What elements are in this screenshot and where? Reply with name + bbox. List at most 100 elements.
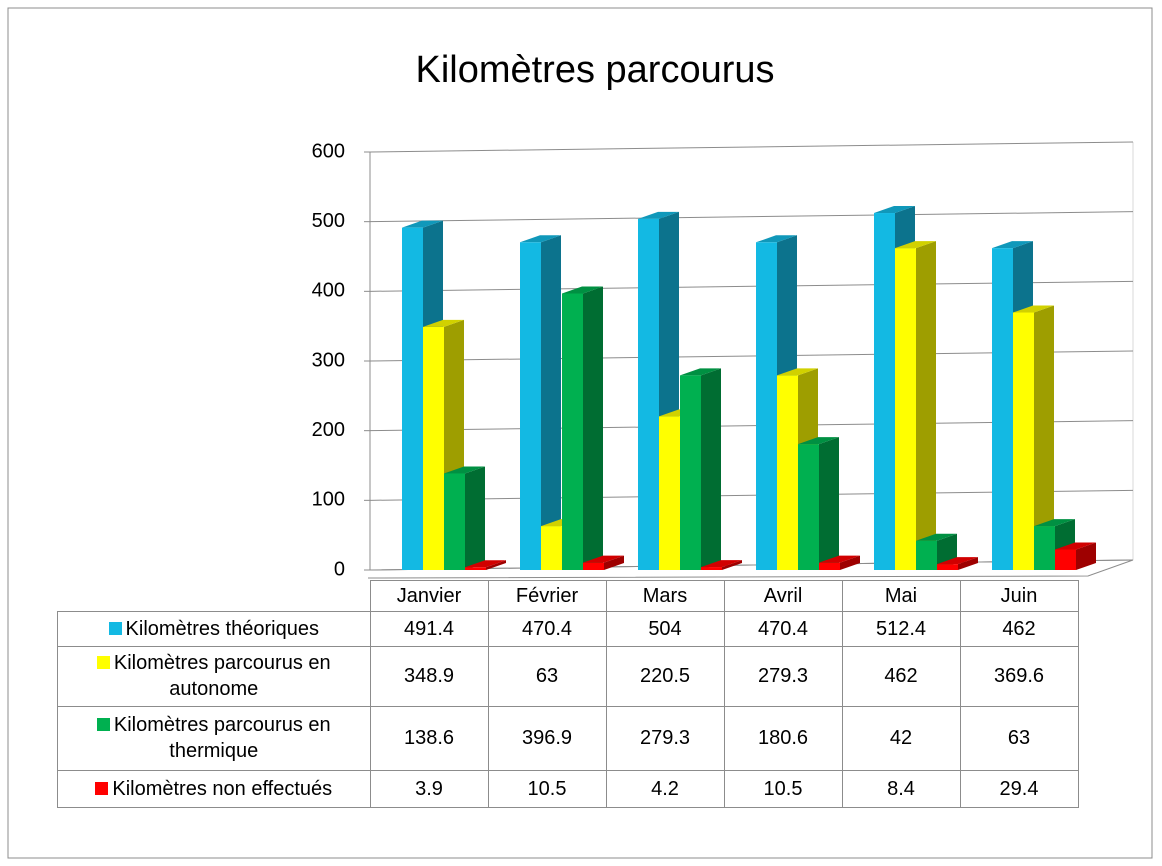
bar-front [1055,549,1076,570]
value-cell: 10.5 [723,769,843,808]
bar-top [756,235,797,243]
value-cell: 396.9 [487,705,607,771]
legend-key [96,718,110,731]
bar-top [402,220,443,228]
bar-side [916,241,936,570]
bar-top [583,555,624,563]
bar-front [701,567,722,570]
bar-side [541,235,561,570]
value-cell: 63 [487,645,607,707]
x-tick-label: Mars [605,580,725,612]
y-tick-label: 600 [312,140,345,162]
value-cell: 504 [605,610,725,647]
bar-side [465,466,485,570]
bar-front [916,540,937,570]
bar-top [1055,542,1096,550]
bar-front [937,564,958,570]
bar-top [819,555,860,563]
value-cell: 462 [841,645,961,707]
y-tick-label: 0 [334,558,345,580]
value-cell: 4.2 [605,769,725,808]
value-cell: 220.5 [605,645,725,707]
legend-key [108,621,122,635]
value-cell: 279.3 [605,705,725,771]
bar [465,560,506,570]
bar-side [604,555,624,570]
bar-side [722,560,742,570]
x-tick-label: Mai [841,580,961,612]
bar-side [819,437,839,570]
bar-top [895,241,936,249]
y-tick-label: 100 [312,489,345,511]
chart-title: Kilomètres parcourus [415,49,774,91]
bar-top [916,533,957,541]
bar-front [638,218,659,570]
bar-top [1034,519,1075,527]
x-tick-label: Février [487,580,607,612]
bar-front [798,444,819,570]
bar-side [840,555,860,570]
legend-cell: Kilomètres parcourus en autonome [57,645,371,707]
table-header-row: Janvier Février Mars Avril Mai Juin [58,580,1079,612]
y-tick-label: 500 [312,210,345,232]
bar-front [541,526,562,570]
x-tick-label: Juin [959,580,1079,612]
table-row: Kilomètres parcourus en autonome 348.9 63 2… [57,645,1079,707]
value-cell: 29.4 [959,769,1079,808]
legend-label: Kilomètres parcourus en autonome [113,652,331,700]
bar [701,560,742,570]
bar-front [1034,526,1055,570]
value-cell: 512.4 [841,610,961,647]
bar-top [701,560,742,568]
value-cell: 491.4 [369,610,489,647]
legend-label: Kilomètres théoriques [125,617,319,640]
bar-top [798,437,839,445]
bar-front [583,562,604,570]
bar-front [819,562,840,570]
value-cell: 470.4 [487,610,607,647]
bar [895,241,936,570]
bar [819,555,860,570]
x-tick-label: Avril [723,580,843,612]
value-cell: 3.9 [369,769,489,808]
bar-front [1013,312,1034,570]
y-tick-label: 400 [312,280,345,302]
value-cell: 369.6 [959,645,1079,707]
bar-front [659,416,680,570]
table-row: Kilomètres théoriques 491.4 470.4 504 470.4 5… [57,610,1079,647]
value-cell: 348.9 [369,645,489,707]
legend-key [95,781,109,795]
value-cell: 63 [959,705,1079,771]
bar-front [465,567,486,570]
value-cell: 279.3 [723,645,843,707]
value-cell: 8.4 [841,769,961,808]
bar-front [444,473,465,570]
bar-side [701,368,721,570]
bar-front [895,248,916,570]
table-row: Kilomètres non effectués 3.9 10.5 4.2 10.5 8.… [57,769,1079,808]
value-cell: 180.6 [723,705,843,771]
bar-front [562,293,583,570]
bar-side [958,557,978,570]
bar-side [1076,542,1096,570]
bar-top [680,368,721,376]
legend-cell: Kilomètres non effectués [57,769,371,808]
bar-top [874,206,915,214]
bar-side [583,286,603,570]
table-corner [58,581,371,612]
bar-top [1013,305,1054,313]
value-cell: 42 [841,705,961,771]
bar [444,466,485,570]
bar-front [520,242,541,570]
bar-top [423,319,464,327]
bar [583,555,624,570]
data-table: Janvier Février Mars Avril Mai Juin Kilomètres… [57,580,1079,808]
bar-front [992,248,1013,570]
x-tick-label: Janvier [369,580,489,612]
bar-top [444,466,485,474]
bar-side [486,560,506,570]
bar-top [777,368,818,376]
legend-label: Kilomètres parcourus en thermique [113,714,331,762]
bar-front [777,375,798,570]
